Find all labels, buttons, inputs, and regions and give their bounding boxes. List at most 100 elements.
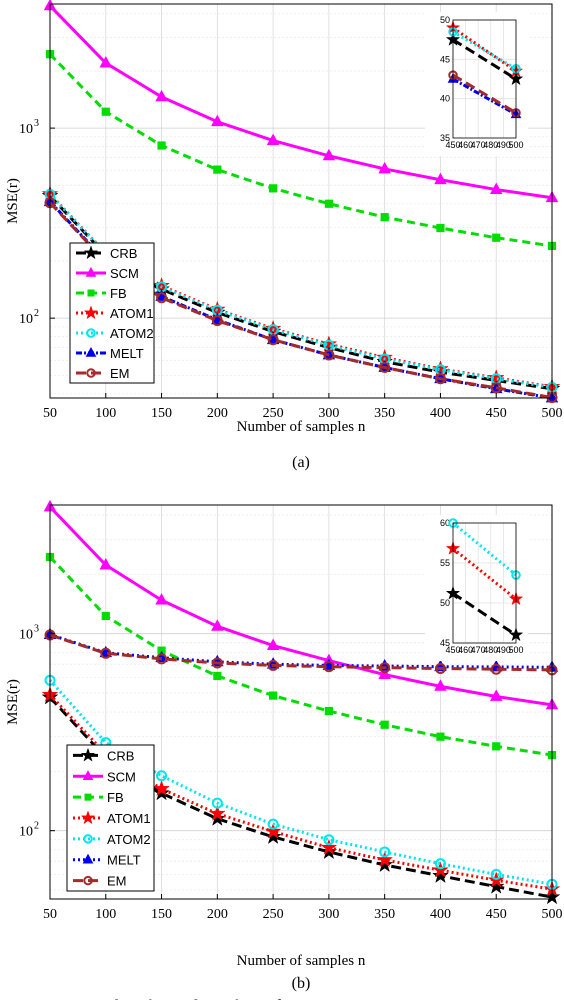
data-point-em-450 (490, 382, 502, 394)
legend-entry-fb: FB (107, 790, 124, 805)
inset-x-tick-label: 450 (445, 645, 460, 655)
data-point-scm-100 (99, 558, 113, 570)
data-point-em-100 (100, 647, 112, 659)
x-tick-label: 100 (95, 907, 116, 922)
y-tick-label: 10 (19, 825, 33, 840)
inset-series-line-em (452, 73, 517, 115)
x-tick-label: 300 (318, 406, 339, 421)
inset-y-tick-label: 40 (440, 94, 450, 104)
x-axis-label: Number of samples n (237, 419, 366, 435)
inset-y-tick-label: 50 (440, 598, 450, 608)
data-point-fb-200 (213, 165, 222, 174)
x-tick-label: 300 (318, 907, 339, 922)
inset-frame (452, 522, 517, 644)
y-tick-label: 10 (19, 122, 33, 137)
legend-marker-atom1 (80, 810, 96, 825)
inset-y-tick-label: 55 (440, 558, 450, 568)
legend-entry-em: EM (107, 874, 127, 889)
x-tick-label: 50 (43, 406, 57, 421)
data-point-crb-400 (432, 866, 449, 883)
data-point-em-300 (323, 349, 335, 361)
data-point-em-150 (156, 292, 168, 304)
inset-y-tick-label: 60 (440, 518, 450, 528)
series-line-scm (48, 505, 553, 707)
panel-label: (a) (292, 454, 310, 471)
data-point-scm-300 (322, 148, 336, 161)
data-point-crb-250 (264, 828, 282, 845)
legend-marker-melt (85, 346, 97, 357)
legend-marker-atom2 (86, 328, 96, 338)
data-point-em-350 (379, 361, 391, 373)
data-point-scm-450 (489, 689, 503, 701)
series-em (44, 629, 558, 676)
legend-marker-atom2 (83, 834, 93, 844)
inset-series-line-melt (452, 77, 517, 116)
series-line-atom1 (48, 693, 553, 891)
data-point-fb-300 (324, 706, 333, 716)
data-point-atom1-150 (153, 276, 170, 293)
x-tick-label: 100 (95, 406, 116, 421)
legend-marker-fb (84, 793, 92, 801)
legend-marker-scm (85, 266, 97, 277)
legend: CRB SCM FB ATOM1 ATOM2 MELT EM (69, 242, 155, 384)
data-point-atom2-150 (156, 770, 168, 782)
legend-marker-melt (82, 853, 94, 864)
series-scm (43, 0, 559, 203)
data-point-atom2-250 (267, 818, 279, 830)
legend-entry-atom1: ATOM1 (110, 306, 154, 321)
legend-entry-crb: CRB (107, 748, 134, 763)
panel-label: (b) (292, 975, 311, 992)
data-point-atom1-250 (264, 319, 282, 336)
legend-box (69, 242, 155, 384)
inset-x-tick-label: 470 (471, 140, 486, 150)
data-point-fb-450 (492, 233, 501, 242)
inset-background (425, 12, 528, 156)
data-point-atom2-200 (211, 797, 223, 809)
legend-entry-crb: CRB (110, 246, 137, 261)
x-tick-label: 400 (430, 406, 451, 421)
legend-entry-melt: MELT (110, 346, 144, 361)
legend-marker-fb (87, 289, 95, 297)
x-tick-label: 450 (486, 406, 507, 421)
x-tick-label: 500 (542, 406, 563, 421)
data-point-fb-450 (492, 742, 501, 751)
legend-marker-crb (80, 747, 96, 762)
data-point-fb-250 (269, 184, 278, 193)
data-point-atom2-400 (434, 858, 446, 870)
series-line-em (49, 633, 553, 672)
data-point-scm-450 (489, 182, 503, 194)
data-point-atom1-450 (487, 369, 505, 386)
inset-series-line-atom2 (452, 521, 517, 577)
data-point-fb-400 (436, 732, 445, 741)
data-point-crb-450 (487, 877, 505, 894)
inset-series-line-crb (452, 592, 517, 637)
legend-entry-atom1: ATOM1 (107, 811, 151, 826)
plot-frame (49, 3, 553, 399)
inset-y-tick-label: 50 (440, 15, 450, 25)
legend: CRB SCM FB ATOM1 ATOM2 MELT EM (66, 744, 155, 892)
data-point-atom1-200 (208, 804, 226, 821)
plot-frame (49, 504, 553, 900)
data-point-em-300 (323, 661, 335, 673)
data-point-atom1-150 (153, 780, 170, 797)
data-point-fb-250 (269, 691, 278, 700)
data-point-em-200 (211, 315, 223, 327)
x-tick-label: 50 (43, 907, 57, 922)
data-point-em-200 (211, 657, 223, 669)
data-point-em-250 (267, 659, 279, 671)
data-point-em-350 (379, 662, 391, 674)
data-point-fb-300 (324, 199, 333, 208)
data-point-atom2-300 (323, 834, 335, 846)
data-point-atom1-250 (264, 822, 282, 839)
series-line-melt (48, 200, 553, 400)
legend-entry-scm: SCM (107, 769, 136, 784)
data-point-atom1-300 (320, 335, 338, 352)
legend-marker-scm (82, 770, 94, 781)
data-point-crb-200 (208, 809, 226, 826)
inset-x-tick-label: 490 (496, 140, 511, 150)
data-point-scm-400 (434, 172, 447, 185)
y-tick-exponent: 3 (34, 118, 39, 129)
x-tick-label: 200 (207, 907, 228, 922)
